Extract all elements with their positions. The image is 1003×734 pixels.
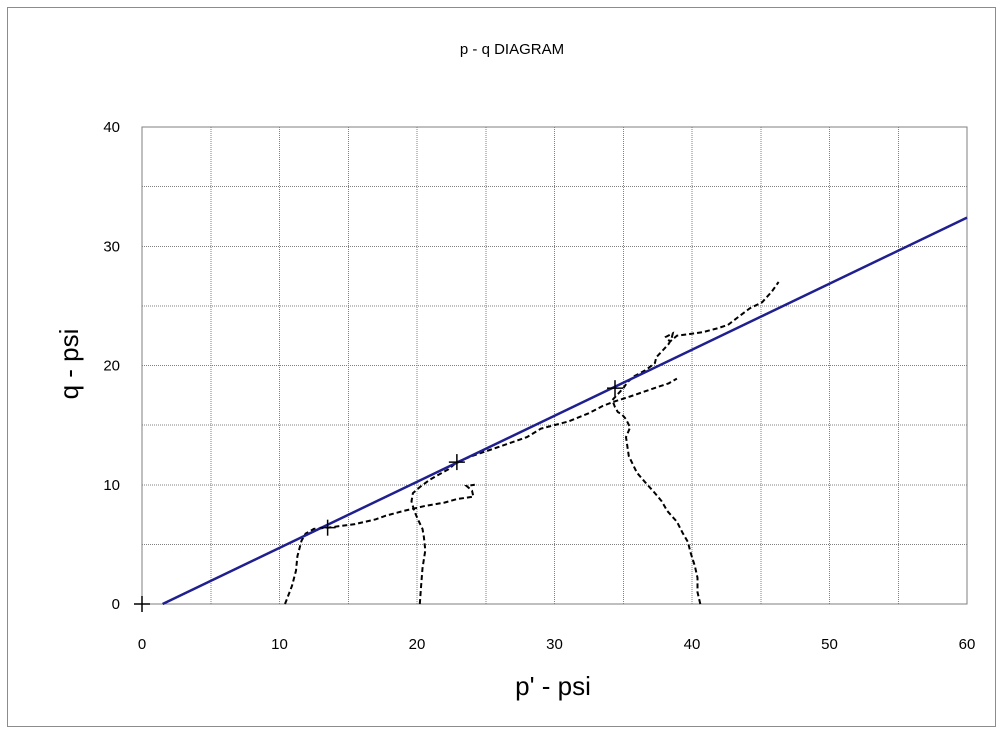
x-axis-title: p' - psi: [515, 671, 591, 701]
stress-path: [410, 377, 678, 605]
x-tick-label: 40: [684, 636, 701, 653]
x-tick-label: 60: [959, 636, 976, 653]
y-tick-label: 0: [112, 596, 120, 613]
stress-path: [611, 281, 780, 605]
y-tick-label: 30: [103, 238, 120, 255]
failure-point-marker: [319, 519, 336, 536]
stress-paths: [284, 281, 780, 605]
chart-title: p - q DIAGRAM: [460, 41, 564, 58]
stress-path: [284, 483, 475, 605]
x-tick-label: 50: [821, 636, 838, 653]
y-axis-title: q - psi: [54, 329, 84, 400]
grid: [141, 126, 968, 605]
plot-area-border: [141, 126, 968, 605]
failure-points: [134, 380, 623, 612]
failure-line-group: [162, 216, 968, 606]
x-tick-label: 10: [271, 636, 288, 653]
failure-point-marker: [134, 596, 150, 612]
failure-point-marker: [448, 454, 465, 471]
x-tick-label: 0: [138, 636, 146, 653]
x-tick-label: 30: [546, 636, 563, 653]
y-tick-label: 40: [103, 119, 120, 136]
x-tick-labels: 0 10 20 30 40 50 60: [138, 636, 976, 653]
y-tick-label: 20: [103, 358, 120, 375]
y-tick-label: 10: [103, 477, 120, 494]
x-tick-label: 20: [409, 636, 426, 653]
failure-point-marker: [607, 380, 623, 397]
failure-line: [162, 216, 968, 606]
y-tick-labels: 0 10 20 30 40: [103, 119, 120, 613]
